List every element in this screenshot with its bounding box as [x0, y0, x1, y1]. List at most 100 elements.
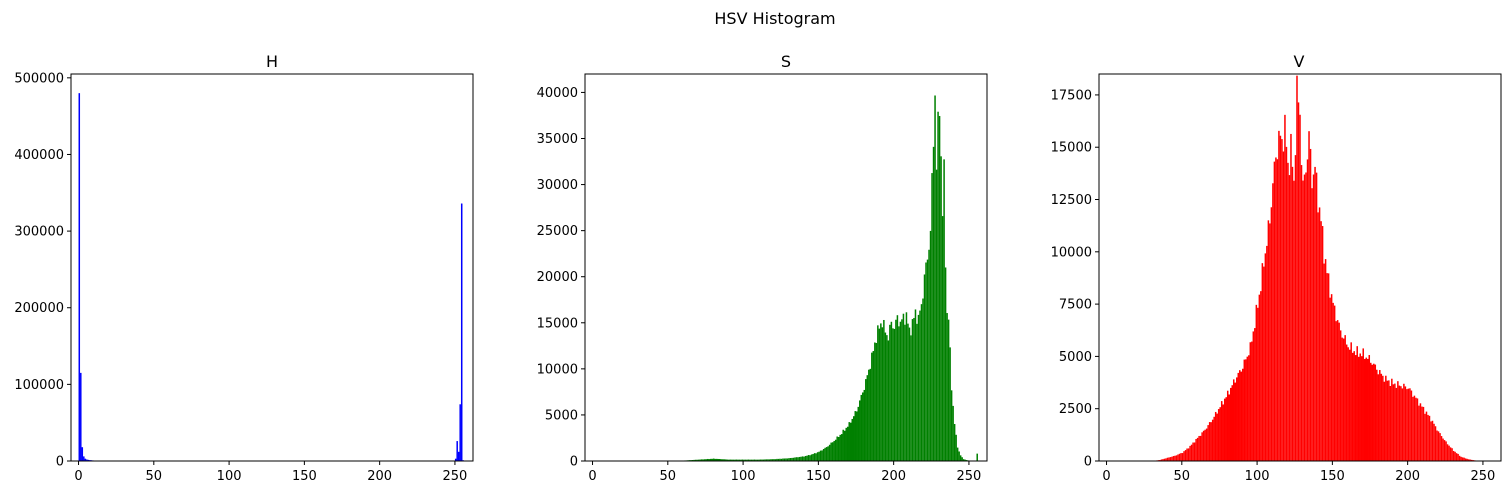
- panel-s-bar: [785, 458, 787, 461]
- panel-s-bar: [717, 458, 719, 461]
- panel-s-bar: [723, 459, 726, 461]
- panel-v-ytick-label: 15000: [1051, 141, 1092, 156]
- panel-s-bar: [708, 459, 710, 461]
- panel-v-bar: [1233, 379, 1235, 461]
- panel-s-bar: [908, 327, 911, 461]
- panel-v-bar: [1172, 456, 1175, 461]
- panel-s-title: S: [781, 52, 791, 71]
- panel-v-bar: [1330, 294, 1333, 461]
- panel-v-bar: [1204, 429, 1206, 461]
- panel-v-bar: [1445, 441, 1447, 461]
- panel-s-bar: [753, 459, 756, 461]
- panel-v-bar: [1236, 377, 1238, 461]
- panel-s-bar: [913, 317, 915, 461]
- panel-s-bar: [783, 458, 786, 461]
- panel-s-ytick-label: 35000: [537, 132, 578, 147]
- panel-v-bar: [1374, 364, 1377, 461]
- panel-v-bar: [1397, 381, 1399, 461]
- panel-v-bar: [1214, 411, 1217, 461]
- panel-v-bar: [1190, 444, 1193, 461]
- panel-s-bar: [853, 416, 855, 461]
- panel-v-bar: [1302, 180, 1304, 461]
- panel-v-bar: [1342, 338, 1345, 461]
- panel-v-bar: [1351, 352, 1354, 461]
- panel-v-bar: [1440, 436, 1443, 461]
- panel-h-ytick-label: 300000: [14, 225, 64, 240]
- panel-v-bar: [1460, 456, 1462, 461]
- panel-v-bar: [1428, 415, 1431, 461]
- panel-v-bar: [1458, 455, 1461, 461]
- panel-s-bar: [935, 169, 938, 461]
- panel-v-bar: [1279, 135, 1282, 462]
- panel-s-bar: [896, 315, 899, 461]
- panel-s-bar: [771, 459, 774, 461]
- panel-h-bars: [78, 93, 464, 461]
- panel-v-bar: [1419, 403, 1422, 461]
- panel-v-bar: [1383, 381, 1386, 461]
- panel-s-bar: [884, 332, 887, 461]
- panel-v-bar: [1394, 383, 1396, 461]
- panel-s-bar: [758, 459, 760, 461]
- panel-v-bar: [1234, 382, 1237, 461]
- panel-s-bar: [854, 411, 857, 461]
- panel-s-bar: [729, 459, 732, 461]
- panel-v-ytick-label: 7500: [1059, 298, 1092, 313]
- panel-s-bar: [709, 458, 712, 461]
- panel-v-bar: [1163, 458, 1166, 461]
- panel-s-bar: [881, 327, 884, 461]
- panel-s-bar: [955, 434, 957, 461]
- panel-v-bar: [1323, 263, 1325, 461]
- panel-s-bar: [747, 459, 750, 461]
- panel-s-bar: [774, 459, 777, 461]
- panel-v-bar: [1211, 419, 1214, 461]
- panel-v-bar: [1208, 422, 1211, 461]
- panel-s-bar: [859, 400, 861, 461]
- panel-s-ytick-label: 5000: [545, 408, 578, 423]
- panel-v-ytick-label: 12500: [1051, 193, 1092, 208]
- panel-v-xtick-label: 200: [1395, 469, 1420, 484]
- figure-suptitle: HSV Histogram: [714, 9, 835, 28]
- panel-v-bar: [1201, 432, 1203, 461]
- panel-v-bar: [1470, 459, 1473, 461]
- panel-s-bar: [720, 459, 723, 461]
- panel-s-bar: [711, 458, 713, 461]
- panel-v-bar: [1345, 344, 1348, 461]
- panel-v-ytick-label: 17500: [1051, 88, 1092, 103]
- panel-v-bar: [1350, 342, 1352, 461]
- panel-s-xtick-label: 50: [660, 469, 677, 484]
- panel-s-bar: [722, 459, 724, 461]
- panel-s-bar: [953, 424, 956, 461]
- panel-v-bar: [1245, 359, 1247, 461]
- panel-v-bar: [1326, 273, 1328, 461]
- panel-s-ytick-label: 10000: [537, 362, 578, 377]
- panel-v-bar: [1252, 331, 1255, 461]
- panel-v-bar: [1404, 386, 1407, 461]
- panel-v-ytick-label: 0: [1084, 455, 1092, 470]
- panel-v-bar: [1312, 174, 1315, 461]
- panel-s-bar: [804, 455, 807, 461]
- panel-v-title: V: [1294, 52, 1305, 71]
- panel-v-bar: [1216, 413, 1218, 461]
- panel-v-bar: [1255, 304, 1258, 461]
- panel-s-bar: [878, 328, 881, 461]
- panel-s-bars: [676, 95, 978, 462]
- panel-s-bar: [836, 436, 838, 461]
- panel-v-bar: [1434, 426, 1437, 461]
- panel-s-bar: [863, 389, 866, 461]
- panel-v-bar: [1341, 337, 1343, 461]
- panel-v-bar: [1303, 174, 1306, 462]
- panel-v-bar: [1442, 438, 1444, 461]
- panel-s-bar: [843, 430, 846, 461]
- panel-v-bar: [1251, 341, 1253, 461]
- panel-v-bar: [1455, 453, 1458, 461]
- panel-v-bar: [1281, 139, 1283, 461]
- panel-s-bar: [810, 454, 813, 461]
- panel-v-bar: [1449, 447, 1452, 461]
- panel-v-bar: [1329, 297, 1331, 461]
- panel-s-bar: [744, 459, 747, 461]
- panel-s-bar: [868, 369, 870, 461]
- panel-v-bar: [1382, 375, 1384, 461]
- panel-v-bar: [1338, 322, 1340, 461]
